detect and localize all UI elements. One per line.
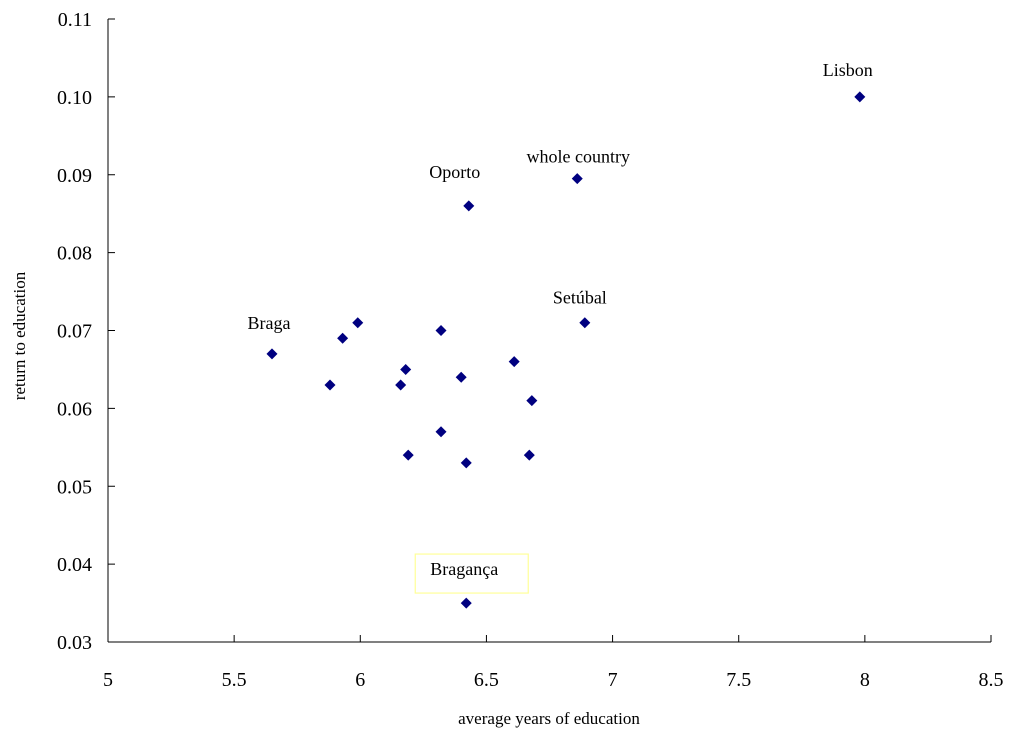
data-point — [395, 379, 407, 391]
y-tick-label: 0.06 — [57, 398, 92, 420]
y-tick-label: 0.10 — [57, 87, 92, 109]
data-point — [402, 449, 414, 461]
data-point — [324, 379, 336, 391]
x-axis-title: average years of education — [458, 709, 640, 728]
data-point — [460, 457, 472, 469]
data-point — [854, 91, 866, 103]
point-label: Braga — [247, 313, 290, 333]
point-label: Bragança — [430, 559, 498, 579]
data-point — [352, 317, 364, 329]
point-labels: Lisbon whole country Oporto Setúbal Braga Bra… — [247, 60, 873, 594]
y-axis-title: return to education — [10, 271, 29, 400]
y-tick-label: 0.03 — [57, 632, 92, 654]
data-point — [460, 597, 472, 609]
data-point — [523, 449, 535, 461]
data-point — [579, 317, 591, 329]
data-point — [455, 371, 467, 383]
x-tick-label: 7 — [608, 669, 618, 691]
data-points — [266, 91, 866, 609]
point-label: whole country — [527, 147, 630, 167]
data-point — [463, 200, 475, 212]
point-label: Lisbon — [823, 60, 873, 80]
point-label: Setúbal — [553, 288, 607, 308]
data-point — [400, 363, 412, 375]
y-tick-label: 0.05 — [57, 476, 92, 498]
data-point — [266, 348, 278, 360]
data-point — [435, 426, 447, 438]
x-tick-label: 5 — [103, 669, 113, 691]
y-axis-ticks: 0.03 0.04 0.05 0.06 0.07 0.08 0.09 0.10 0.11 — [57, 9, 115, 654]
data-point — [337, 332, 349, 344]
axes — [107, 19, 991, 643]
data-point — [526, 395, 538, 407]
data-point — [508, 356, 520, 368]
x-tick-label: 6.5 — [474, 669, 499, 691]
x-tick-label: 8 — [860, 669, 870, 691]
x-tick-label: 6 — [355, 669, 365, 691]
x-axis-ticks: 5 5.5 6 6.5 7 7.5 8 8.5 — [103, 635, 1004, 691]
y-tick-label: 0.09 — [57, 165, 92, 187]
x-tick-label: 5.5 — [222, 669, 247, 691]
x-tick-label: 7.5 — [726, 669, 751, 691]
data-point — [435, 325, 447, 336]
y-tick-label: 0.07 — [57, 321, 92, 343]
point-label: Oporto — [429, 162, 480, 182]
x-tick-label: 8.5 — [979, 669, 1004, 691]
data-point — [571, 173, 583, 185]
y-tick-label: 0.08 — [57, 243, 92, 265]
label-highlight-box — [414, 553, 529, 594]
y-tick-label: 0.04 — [57, 554, 92, 576]
y-tick-label: 0.11 — [58, 9, 92, 31]
